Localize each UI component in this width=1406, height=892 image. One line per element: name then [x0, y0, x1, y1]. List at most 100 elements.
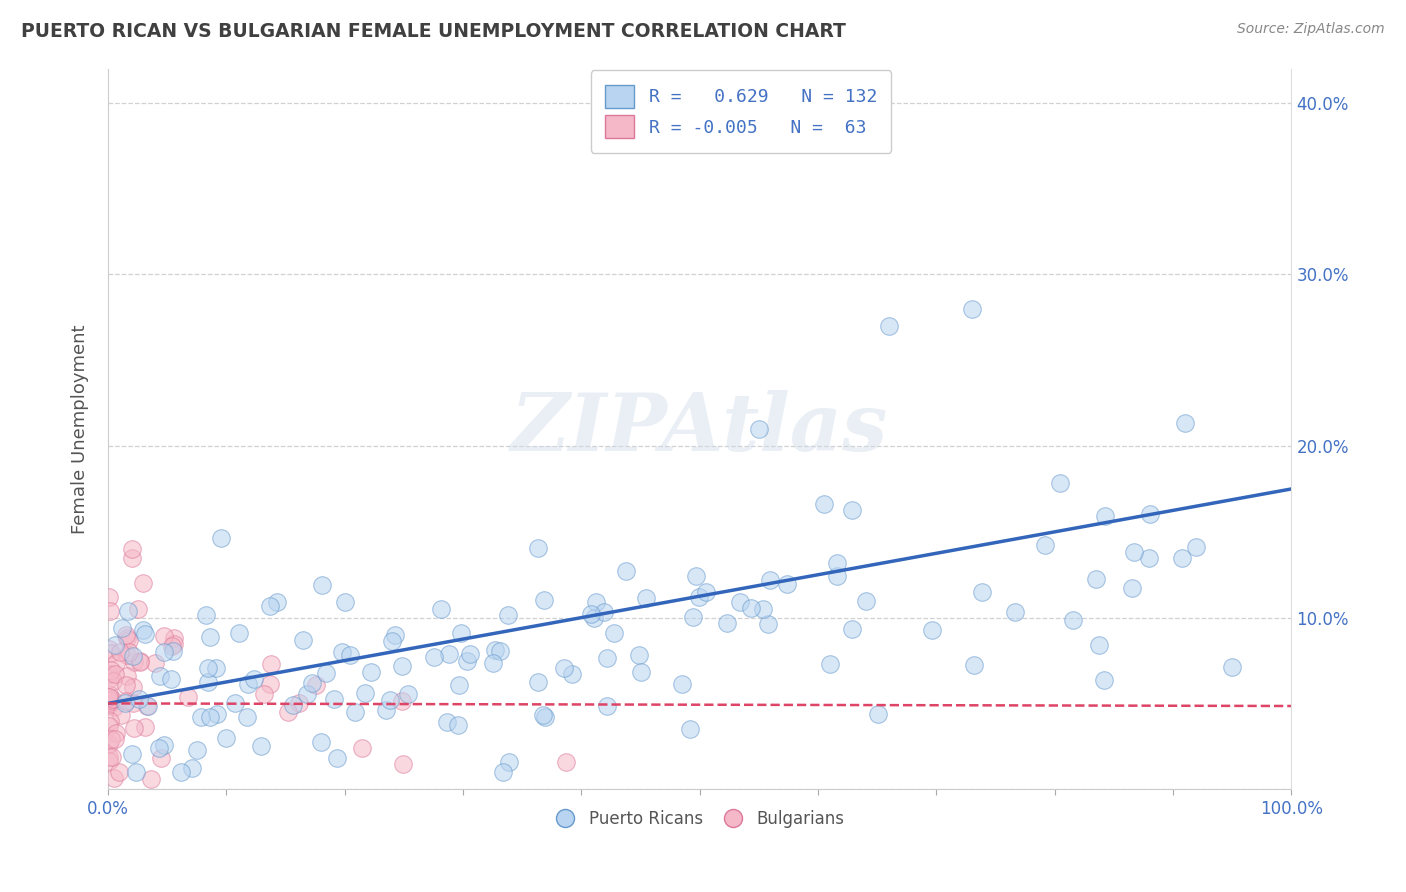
Point: [1004, 605, 1026, 619]
Point: [456, 654, 478, 668]
Point: [200, 710, 222, 724]
Point: [970, 585, 993, 599]
Point: [423, 649, 446, 664]
Point: [716, 616, 738, 631]
Point: [281, 698, 304, 712]
Point: [162, 644, 184, 658]
Point: [236, 677, 259, 691]
Point: [190, 710, 212, 724]
Point: [596, 698, 619, 713]
Point: [671, 676, 693, 690]
Point: [391, 659, 413, 673]
Point: [103, 771, 125, 785]
Point: [1171, 551, 1194, 566]
Point: [114, 697, 136, 711]
Point: [877, 318, 900, 333]
Point: [128, 654, 150, 668]
Point: [482, 657, 505, 671]
Point: [117, 669, 139, 683]
Point: [527, 674, 550, 689]
Point: [104, 731, 127, 746]
Point: [825, 556, 848, 570]
Point: [614, 564, 637, 578]
Point: [583, 611, 606, 625]
Point: [740, 600, 762, 615]
Point: [170, 764, 193, 779]
Point: [259, 599, 281, 614]
Point: [121, 648, 143, 663]
Point: [1121, 582, 1143, 596]
Point: [153, 645, 176, 659]
Point: [122, 696, 145, 710]
Point: [135, 698, 157, 713]
Point: [579, 607, 602, 622]
Point: [235, 710, 257, 724]
Point: [831, 95, 853, 110]
Point: [108, 645, 131, 659]
Point: [266, 595, 288, 609]
Point: [695, 585, 717, 599]
Point: [97, 590, 120, 604]
Point: [380, 692, 402, 706]
Point: [866, 706, 889, 721]
Point: [350, 741, 373, 756]
Point: [97, 686, 120, 700]
Point: [776, 577, 799, 591]
Point: [215, 731, 238, 746]
Point: [498, 756, 520, 770]
Point: [97, 672, 120, 686]
Point: [450, 625, 472, 640]
Point: [1085, 572, 1108, 586]
Point: [149, 668, 172, 682]
Point: [121, 541, 143, 556]
Point: [301, 675, 323, 690]
Point: [1094, 509, 1116, 524]
Point: [139, 772, 162, 786]
Point: [197, 674, 219, 689]
Point: [682, 610, 704, 624]
Point: [1174, 416, 1197, 430]
Text: PUERTO RICAN VS BULGARIAN FEMALE UNEMPLOYMENT CORRELATION CHART: PUERTO RICAN VS BULGARIAN FEMALE UNEMPLO…: [21, 22, 846, 41]
Point: [488, 644, 510, 658]
Point: [125, 765, 148, 780]
Point: [391, 694, 413, 708]
Point: [97, 695, 120, 709]
Point: [315, 666, 337, 681]
Point: [115, 648, 138, 662]
Point: [205, 661, 228, 675]
Point: [253, 687, 276, 701]
Point: [180, 761, 202, 775]
Point: [121, 550, 143, 565]
Point: [311, 578, 333, 592]
Point: [122, 721, 145, 735]
Point: [209, 531, 232, 545]
Point: [841, 622, 863, 636]
Point: [149, 751, 172, 765]
Point: [107, 765, 129, 780]
Point: [1049, 476, 1071, 491]
Point: [134, 720, 156, 734]
Point: [186, 743, 208, 757]
Point: [593, 605, 616, 619]
Point: [104, 656, 127, 670]
Point: [260, 657, 283, 671]
Point: [115, 631, 138, 645]
Point: [533, 592, 555, 607]
Point: [295, 687, 318, 701]
Point: [97, 737, 120, 751]
Point: [117, 604, 139, 618]
Point: [447, 718, 470, 732]
Point: [396, 687, 419, 701]
Point: [160, 639, 183, 653]
Point: [458, 647, 481, 661]
Point: [198, 631, 221, 645]
Point: [114, 678, 136, 692]
Point: [492, 765, 515, 780]
Point: [825, 569, 848, 583]
Point: [436, 714, 458, 729]
Point: [114, 694, 136, 708]
Point: [855, 594, 877, 608]
Point: [100, 604, 122, 618]
Point: [758, 573, 780, 587]
Point: [118, 633, 141, 648]
